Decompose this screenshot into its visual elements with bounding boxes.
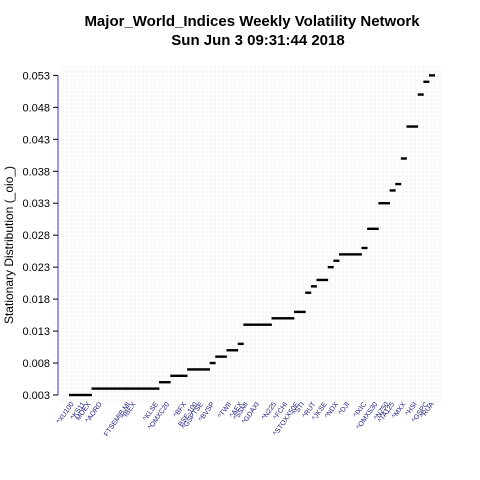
y-tick-label: 0.028 xyxy=(22,230,50,242)
data-point xyxy=(175,374,182,378)
y-axis: 0.003 0.008 0.013 0.018 0.023 0.028 0.033 0.038… xyxy=(22,70,59,402)
data-point xyxy=(142,387,149,390)
data-point xyxy=(310,285,317,288)
data-point xyxy=(209,361,216,365)
data-point xyxy=(181,374,188,378)
data-point xyxy=(153,387,160,390)
y-axis-label: Stationary Distribution (_oio_) xyxy=(2,166,16,324)
data-point xyxy=(355,253,362,256)
data-point xyxy=(288,317,295,320)
data-point xyxy=(322,278,329,282)
data-point xyxy=(187,368,194,371)
y-tick-label: 0.048 xyxy=(22,102,50,114)
data-point xyxy=(220,355,227,358)
data-point xyxy=(108,387,115,390)
data-point xyxy=(395,182,402,186)
data-point xyxy=(69,393,75,397)
y-tick-label: 0.033 xyxy=(22,198,50,210)
data-point xyxy=(254,323,261,326)
data-point xyxy=(265,323,272,326)
data-points xyxy=(69,74,435,397)
x-tick-label: ^DJI xyxy=(338,401,352,416)
data-point xyxy=(417,93,424,96)
data-point xyxy=(215,355,222,358)
data-point xyxy=(260,323,267,326)
data-point xyxy=(232,349,239,352)
y-tick-label: 0.003 xyxy=(22,390,50,402)
data-point xyxy=(237,342,244,346)
data-point xyxy=(372,227,379,231)
y-tick-label: 0.013 xyxy=(22,326,50,338)
data-point xyxy=(271,317,278,320)
data-point xyxy=(119,387,126,390)
data-point xyxy=(327,265,334,269)
data-point xyxy=(339,253,345,256)
data-point xyxy=(423,80,430,83)
chart-subtitle: Sun Jun 3 09:31:44 2018 xyxy=(171,32,344,49)
data-point xyxy=(114,387,120,390)
data-point xyxy=(147,387,154,390)
data-point xyxy=(350,253,357,256)
y-tick-label: 0.023 xyxy=(22,262,50,274)
data-point xyxy=(299,310,306,314)
data-point xyxy=(102,387,109,390)
data-point xyxy=(294,310,300,314)
data-point xyxy=(282,317,289,320)
data-point xyxy=(406,125,413,128)
data-point xyxy=(192,368,199,371)
data-point xyxy=(412,125,419,128)
data-point xyxy=(91,387,98,390)
data-point xyxy=(164,381,171,384)
data-point xyxy=(361,246,368,250)
data-point xyxy=(130,387,137,390)
data-point xyxy=(384,202,390,205)
data-point xyxy=(367,227,374,231)
y-tick-label: 0.053 xyxy=(22,70,50,82)
data-point xyxy=(170,374,177,378)
data-point xyxy=(226,349,233,352)
data-point xyxy=(85,393,92,397)
data-point xyxy=(429,74,435,77)
data-point xyxy=(378,202,385,205)
data-point xyxy=(136,387,143,390)
data-point xyxy=(125,387,132,390)
data-point xyxy=(305,291,312,294)
data-point xyxy=(80,393,87,397)
data-point xyxy=(316,278,323,282)
data-point xyxy=(277,317,284,320)
data-point xyxy=(249,323,255,326)
data-point xyxy=(97,387,104,390)
y-tick-label: 0.018 xyxy=(22,294,50,306)
data-point xyxy=(400,157,407,160)
data-point xyxy=(198,368,205,371)
data-point xyxy=(204,368,210,371)
data-point xyxy=(74,393,81,397)
y-tick-label: 0.043 xyxy=(22,134,50,146)
data-point xyxy=(333,259,340,262)
data-point xyxy=(159,381,165,384)
chart-title: Major_World_Indices Weekly Volatility Ne… xyxy=(84,13,420,30)
data-point xyxy=(389,189,396,192)
data-point xyxy=(243,323,250,326)
y-tick-label: 0.038 xyxy=(22,166,50,178)
y-tick-label: 0.008 xyxy=(22,358,50,370)
data-point xyxy=(344,253,351,256)
grid-lines xyxy=(60,66,442,402)
